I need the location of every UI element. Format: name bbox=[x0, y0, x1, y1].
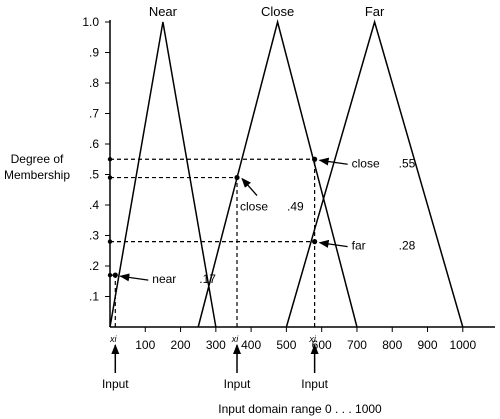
x-tick-label: 800 bbox=[382, 338, 402, 352]
y-tick-label: .6 bbox=[89, 137, 99, 151]
membership-points bbox=[107, 156, 318, 278]
x-tick-label: 400 bbox=[241, 338, 261, 352]
guide-lines bbox=[110, 158, 316, 327]
membership-point bbox=[312, 156, 318, 162]
x-tick-label: 500 bbox=[276, 338, 296, 352]
y-tick-label: .1 bbox=[89, 290, 99, 304]
annotation-name: far bbox=[352, 239, 366, 253]
axis-point bbox=[107, 239, 113, 244]
membership-point bbox=[312, 239, 318, 245]
series-label: Close bbox=[261, 4, 294, 19]
y-axis-label-line-1: Degree of bbox=[11, 152, 64, 166]
annotation-name: close bbox=[240, 200, 268, 214]
y-tick-label: .8 bbox=[89, 76, 99, 90]
series-line-close bbox=[197, 19, 358, 328]
input-markers: xi Input xi Input xi Input bbox=[102, 334, 329, 391]
x-tick-label: 200 bbox=[171, 338, 191, 352]
x-tick-label: 900 bbox=[418, 338, 438, 352]
annotation-value: .17 bbox=[199, 272, 216, 286]
series-line-far bbox=[285, 19, 464, 328]
xi-label: xi bbox=[109, 334, 118, 344]
x-tick-label: 100 bbox=[135, 338, 155, 352]
annotation-value: .49 bbox=[287, 200, 304, 214]
y-tick-label: .5 bbox=[89, 168, 99, 182]
annotation-arrow bbox=[318, 157, 348, 166]
xi-label: xi bbox=[231, 334, 240, 344]
series-label: Near bbox=[149, 4, 178, 19]
y-axis-label-line-2: Membership bbox=[4, 168, 70, 182]
input-label: Input bbox=[224, 377, 251, 391]
input-label: Input bbox=[102, 377, 129, 391]
axis-point bbox=[107, 175, 113, 180]
y-tick-label: .2 bbox=[89, 259, 99, 273]
membership-point bbox=[112, 272, 118, 278]
x-axis-label: Input domain range 0 . . . 1000 bbox=[218, 402, 382, 416]
membership-point bbox=[234, 174, 240, 181]
xi-label: xi bbox=[308, 334, 317, 344]
y-tick-label: .9 bbox=[89, 46, 99, 60]
series-line-near bbox=[109, 21, 217, 328]
annotation-arrow bbox=[318, 239, 348, 248]
series-group: Near Close Far bbox=[109, 4, 464, 328]
x-tick-label: 1000 bbox=[449, 338, 476, 352]
annotation-arrow bbox=[241, 177, 258, 196]
y-tick-label: .7 bbox=[89, 107, 99, 121]
axis-point bbox=[107, 157, 113, 162]
y-tick-label: .4 bbox=[89, 198, 99, 212]
annotation-name: near bbox=[152, 272, 176, 286]
membership-annotations: near .17 close .49 close .55 far .28 bbox=[119, 156, 416, 286]
axis-point bbox=[107, 272, 113, 278]
annotation-name: close bbox=[352, 156, 380, 170]
x-tick-label: 700 bbox=[347, 338, 367, 352]
series-label: Far bbox=[365, 4, 385, 19]
annotation-value: .28 bbox=[399, 239, 416, 253]
y-tick-label: .3 bbox=[89, 229, 99, 243]
annotation-arrow bbox=[119, 273, 149, 282]
y-tick-label: 1.0 bbox=[82, 15, 99, 29]
input-label: Input bbox=[301, 377, 328, 391]
ticks: 100 200 300 400 500 600 700 800 900 1000.1.2.3.4.… bbox=[82, 15, 476, 352]
x-tick-label: 300 bbox=[206, 338, 226, 352]
annotation-value: .55 bbox=[399, 156, 416, 170]
